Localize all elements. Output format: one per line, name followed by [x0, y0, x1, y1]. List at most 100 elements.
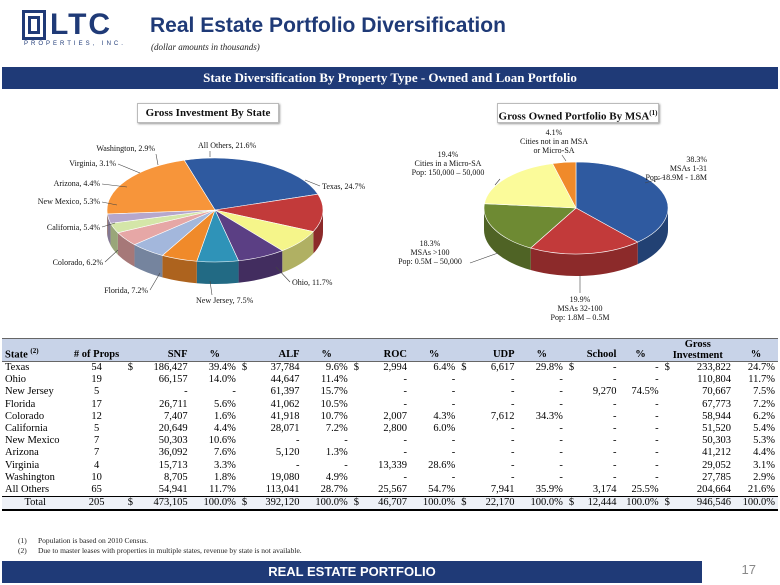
table-cell: $	[241, 362, 248, 374]
table-row: Ohio 19 66,157 14.0% 44,647 11.4% - - - - - - 110,80…	[2, 374, 778, 386]
table-cell: $	[565, 496, 582, 512]
table-cell: 34.3%	[535, 410, 563, 422]
pie-label: Ohio, 11.7%	[292, 278, 333, 287]
pie-label: New Mexico, 5.3%	[38, 197, 101, 206]
table-cell: 12	[91, 410, 102, 422]
pie-slice-side	[637, 208, 668, 265]
table-cell	[239, 399, 254, 411]
table-cell	[662, 472, 677, 484]
table-cell	[458, 484, 473, 497]
col-roc-pct: %	[410, 338, 459, 362]
page-subtitle: (dollar amounts in thousands)	[151, 42, 260, 52]
table-cell	[458, 423, 473, 435]
table-cell	[566, 435, 581, 447]
table-cell: -	[511, 374, 515, 386]
table-cell: 11.7%	[209, 483, 236, 495]
table-cell: -	[344, 459, 348, 471]
leader-line	[101, 183, 128, 188]
table-cell	[239, 447, 254, 459]
leader-line	[155, 153, 159, 166]
table-cell: 110,804	[697, 374, 731, 386]
table-cell	[239, 423, 254, 435]
table-cell: 113,041	[265, 483, 300, 495]
logo-mark-icon	[22, 10, 46, 40]
table-cell: $	[661, 496, 677, 512]
pie-slice-side	[162, 255, 197, 284]
table-cell: 100.0%	[190, 496, 239, 512]
table-cell: 1.3%	[325, 447, 348, 459]
pie-label: Florida, 7.2%	[104, 286, 148, 295]
table-cell	[351, 435, 366, 447]
table-cell: 54.7%	[428, 483, 456, 495]
pie-slice	[183, 157, 319, 211]
table-cell: New Jersey	[5, 386, 54, 398]
table-cell	[125, 423, 140, 435]
table-cell: 7	[93, 447, 100, 459]
table-cell: -	[612, 459, 617, 471]
pie-slice-side	[313, 210, 323, 254]
pie-label: Colorado, 6.2%	[53, 258, 104, 267]
table-cell	[662, 447, 677, 459]
table-cell: 10.5%	[320, 398, 348, 410]
table-cell: $	[127, 362, 133, 374]
table-cell: -	[612, 423, 617, 435]
table-cell: -	[184, 386, 188, 398]
table-cell: 10.6%	[208, 435, 236, 447]
col-roc: ROC	[350, 338, 411, 362]
table-cell	[351, 447, 366, 459]
table-cell: 28.6%	[428, 459, 456, 471]
chart-title-msa-sup: (1)	[649, 109, 658, 117]
table-cell	[662, 386, 677, 398]
table-cell	[239, 472, 254, 484]
table-cell: 204,664	[696, 483, 731, 495]
table-cell: 24.7%	[747, 362, 775, 374]
table-cell: -	[655, 374, 659, 386]
table-cell: -	[403, 386, 408, 398]
table-cell: 3.3%	[213, 459, 236, 471]
table-cell: 7	[93, 435, 100, 447]
pie-slice	[552, 161, 577, 209]
logo-text: LTC	[50, 8, 113, 41]
logo-subtext: PROPERTIES, INC.	[24, 41, 126, 47]
table-cell: -	[295, 435, 300, 447]
leader-line	[101, 201, 118, 206]
col-snf: SNF	[124, 338, 191, 362]
table-cell: 100.0%	[302, 496, 351, 512]
page-number: 17	[741, 562, 756, 577]
pie-slice	[484, 163, 577, 209]
section-banner: State Diversification By Property Type -…	[2, 67, 778, 89]
table-cell: 5	[93, 386, 100, 398]
table-row: Texas 54 $186,427 39.4% $37,784 9.6% $2,994 6.4…	[2, 362, 778, 375]
table-cell	[458, 399, 473, 411]
pie-label: 18.3% MSAs >100 Pop: 0.5M – 50,000	[398, 239, 462, 266]
table-cell: 100.0%	[619, 496, 662, 512]
table-cell	[662, 460, 677, 472]
table-cell: 11.7%	[748, 374, 775, 386]
table-cell: 15,713	[158, 459, 188, 471]
col-gross-investment: Gross Investment	[661, 338, 734, 362]
table-cell: $	[238, 496, 255, 512]
table-cell: -	[511, 423, 515, 435]
table-cell	[458, 374, 473, 386]
table-cell: 17	[91, 398, 102, 410]
table-cell: -	[655, 447, 659, 459]
table-cell: Washington	[5, 471, 55, 483]
table-cell	[125, 374, 140, 386]
table-cell: -	[511, 398, 515, 410]
pie-slice-side	[134, 244, 163, 278]
table-cell	[125, 435, 140, 447]
table-cell: 15.7%	[320, 386, 348, 398]
table-cell: $	[124, 496, 141, 512]
table-cell: 5.6%	[213, 398, 236, 410]
table-cell: 29.8%	[535, 362, 563, 374]
pie-label: California, 5.4%	[47, 223, 100, 232]
table-cell: -	[511, 435, 515, 447]
table-cell: New Mexico	[5, 435, 60, 447]
pie-label: 38.3% MSAs 1-31 Pop: 18.9M - 1.8M	[645, 155, 707, 182]
table-cell	[566, 386, 581, 398]
table-cell: -	[403, 435, 408, 447]
table-cell: 10.7%	[320, 410, 348, 422]
table-cell: 19,080	[270, 471, 300, 483]
pie-slice-side	[282, 231, 314, 273]
table-row: California 5 20,649 4.4% 28,071 7.2% 2,800 6.0%…	[2, 423, 778, 435]
